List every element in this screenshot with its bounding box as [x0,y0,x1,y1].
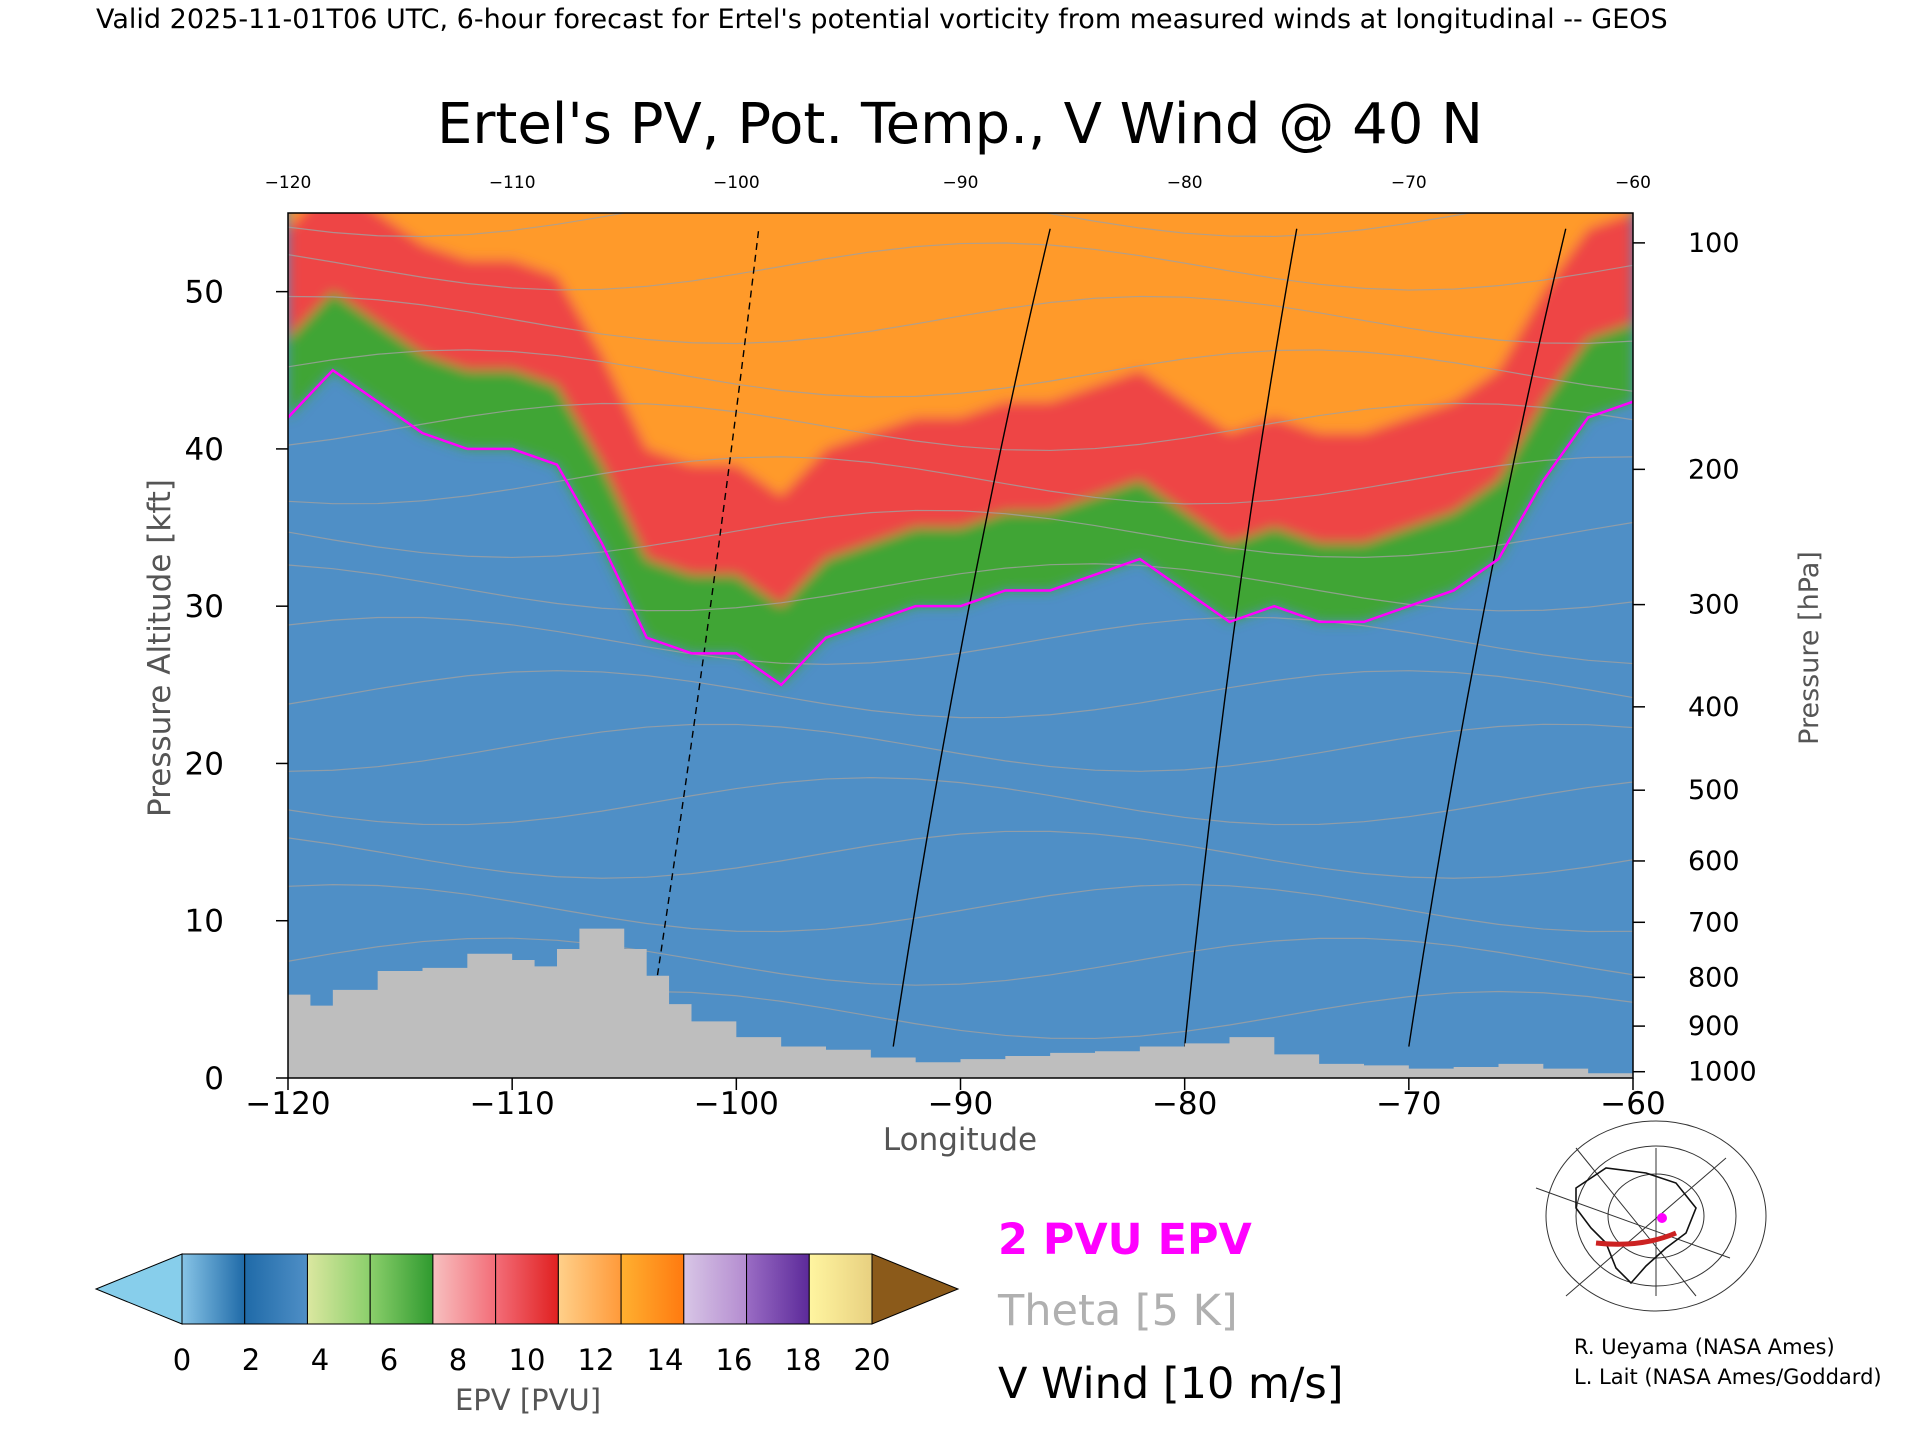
y-tick-label: 10 [185,904,224,940]
x-top-tick-label: −100 [713,173,760,193]
x-top-tick-label: −70 [1391,173,1427,193]
colorbar-tick-label: 4 [311,1343,329,1377]
colorbar-tick-label: 18 [785,1343,822,1377]
colorbar-tick-label: 10 [509,1343,546,1377]
wind-contour [892,228,1051,1047]
theta-contour [288,295,1633,345]
wind-contour [645,228,760,1047]
pv-band-orange [288,213,1633,497]
chart-title: Ertel's PV, Pot. Temp., V Wind @ 40 N [437,92,1483,157]
locator-map [1535,1120,1767,1312]
theta-contour [288,349,1633,398]
colorbar-tick-label: 6 [380,1343,398,1377]
plot-area [288,213,1633,1078]
theta-contour [288,830,1633,879]
x-tick-label: −120 [245,1086,330,1122]
x-top-tick-label: −120 [265,173,312,193]
colorbar-bin [808,1253,873,1325]
pressure-tick-label: 1000 [1688,1057,1757,1088]
colorbar-tick-label: 20 [854,1343,891,1377]
x-top-tick-label: −60 [1615,173,1651,193]
colorbar-label: EPV [PVU] [455,1383,601,1417]
x-tick-label: −100 [694,1086,779,1122]
legend-pv: 2 PVU EPV [998,1215,1252,1265]
colorbar: 0 2 4 6 8 10 12 14 16 18 20 [94,1253,960,1377]
theta-contour [288,883,1633,933]
x-top-tick-label: −110 [489,173,536,193]
theta-contour [288,777,1633,826]
x-tick-label: −70 [1376,1086,1441,1122]
theta-contour [288,402,1633,452]
colorbar-underflow-arrow [94,1253,183,1325]
colorbar-bin [557,1253,622,1325]
pressure-tick-label: 300 [1688,590,1740,621]
theta-contour [288,723,1633,772]
theta-contour [288,213,1473,238]
y-axis-label: Pressure Altitude [kft] [142,479,178,817]
header-text: Valid 2025-11-01T06 UTC, 6-hour forecast… [96,4,1668,35]
colorbar-bin [746,1253,810,1325]
colorbar-bin [181,1253,246,1325]
colorbar-overflow-arrow [871,1253,960,1325]
colorbar-bin [683,1253,748,1325]
pressure-tick-label: 900 [1688,1011,1740,1042]
x-axis-label: Longitude [883,1122,1037,1158]
colorbar-bin [495,1253,559,1325]
theta-contour [288,670,1633,719]
x-tick-label: −80 [1152,1086,1217,1122]
colorbar-bin [620,1253,685,1325]
colorbar-tick-label: 2 [242,1343,260,1377]
pressure-tick-label: 600 [1688,846,1740,877]
credit-1: R. Ueyama (NASA Ames) [1574,1335,1835,1359]
x-top-tick-label: −90 [943,173,979,193]
pressure-tick-label: 500 [1688,775,1740,806]
colorbar-tick-label: 12 [578,1343,615,1377]
y-tick-label: 20 [185,746,224,782]
pressure-tick-label: 100 [1688,228,1740,259]
pressure-tick-label: 200 [1688,454,1740,485]
wind-contour [1183,228,1298,1047]
colorbar-bin [244,1253,308,1325]
theta-contour [288,456,1633,505]
colorbar-bin [369,1253,434,1325]
x-top-tick-label: −80 [1167,173,1203,193]
colorbar-tick-label: 0 [173,1343,191,1377]
colorbar-bin [306,1253,371,1325]
x-tick-label: −60 [1600,1086,1665,1122]
pressure-tick-label: 800 [1688,962,1740,993]
colorbar-bin [432,1253,497,1325]
credit-2: L. Lait (NASA Ames/Goddard) [1574,1365,1882,1389]
pv-2pvu-contour [288,368,1633,687]
legend-wind: V Wind [10 m/s] [998,1359,1344,1409]
theta-contour [288,937,1633,986]
y-axis-right-label: Pressure [hPa] [1794,551,1825,745]
colorbar-tick-label: 14 [647,1343,684,1377]
x-tick-label: −90 [928,1086,993,1122]
wind-contour [1408,228,1567,1047]
pressure-tick-label: 700 [1688,907,1740,938]
y-tick-label: 30 [185,589,224,625]
colorbar-tick-label: 8 [449,1343,467,1377]
y-tick-label: 40 [185,432,224,468]
theta-contour [288,242,1633,291]
theta-contour [288,509,1633,559]
legend-theta: Theta [5 K] [997,1286,1238,1336]
y-tick-label: 0 [204,1061,224,1097]
colorbar-tick-label: 16 [716,1343,753,1377]
terrain [288,928,1633,1078]
x-tick-label: −110 [470,1086,555,1122]
y-tick-label: 50 [185,275,224,311]
theta-contour [288,563,1633,612]
pressure-tick-label: 400 [1688,692,1740,723]
